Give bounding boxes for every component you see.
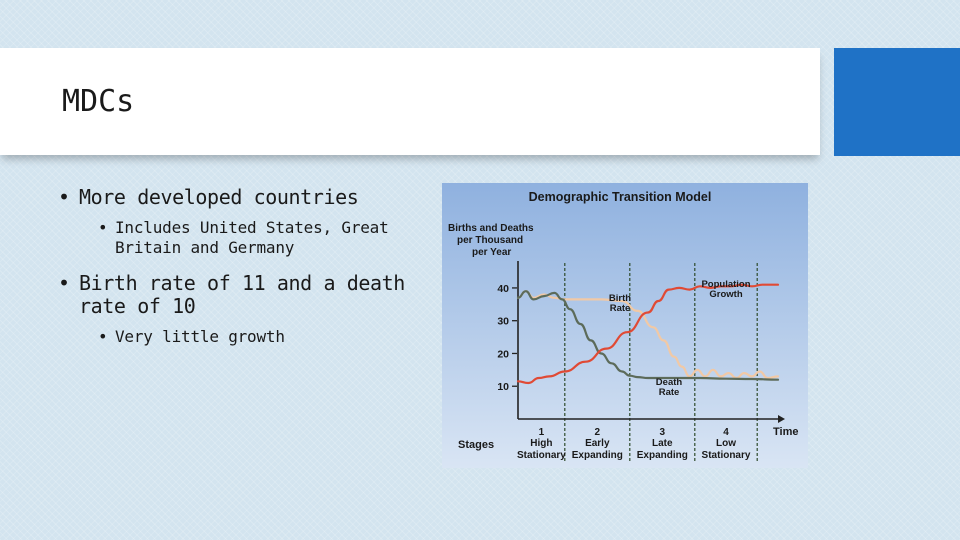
- stage-type-1: Stationary: [517, 450, 566, 461]
- ylabel-line-1: Births and Deaths: [448, 223, 534, 234]
- stage-type-3: Expanding: [637, 450, 688, 461]
- ylabel-line-3: per Year: [472, 247, 511, 258]
- title-band: MDCs: [0, 48, 820, 155]
- stage-number-3: 3: [660, 427, 666, 438]
- series-label-birth-rate: Birth Rate: [609, 293, 631, 314]
- population-growth-label-line-1: Population: [701, 279, 750, 290]
- stage-name-4: Low: [716, 438, 736, 449]
- birth-rate-label-line-1: Birth: [609, 293, 631, 304]
- bullet-2: Birth rate of 11 and a death rate of 10: [58, 272, 408, 318]
- x-axis-label: Time: [773, 426, 798, 438]
- slide-title: MDCs: [62, 84, 135, 119]
- bullet-1: More developed countries: [58, 186, 408, 210]
- chart-background: [442, 183, 808, 468]
- chart-svg: Demographic Transition Model Births and …: [442, 183, 808, 468]
- chart-title: Demographic Transition Model: [529, 190, 712, 204]
- stages-label: Stages: [458, 439, 494, 451]
- series-label-population-growth: Population Growth: [701, 279, 750, 300]
- bullet-1-sub-1: Includes United States, Great Britain an…: [58, 218, 408, 258]
- y-tick-label-10: 10: [497, 381, 509, 393]
- stage-type-4: Stationary: [702, 450, 751, 461]
- stage-name-1: High: [530, 438, 552, 449]
- demographic-chart: Demographic Transition Model Births and …: [442, 183, 808, 468]
- ylabel-line-2: per Thousand: [457, 235, 523, 246]
- series-label-death-rate: Death Rate: [656, 377, 683, 398]
- bullet-2-sub-1: Very little growth: [58, 327, 408, 347]
- bullet-list: More developed countries Includes United…: [58, 186, 408, 348]
- y-tick-label-30: 30: [497, 316, 509, 328]
- series-line-population-growth: [516, 283, 780, 385]
- accent-block: [834, 48, 960, 156]
- death-rate-label-line-1: Death: [656, 377, 683, 388]
- stage-number-2: 2: [595, 427, 601, 438]
- y-tick-label-20: 20: [497, 348, 509, 360]
- stage-number-4: 4: [723, 427, 729, 438]
- birth-rate-label-line-2: Rate: [610, 303, 631, 314]
- stage-name-3: Late: [652, 438, 673, 449]
- y-tick-label-40: 40: [497, 283, 509, 295]
- death-rate-label-line-2: Rate: [659, 387, 680, 398]
- stage-type-2: Expanding: [572, 450, 623, 461]
- population-growth-label-line-2: Growth: [709, 289, 742, 300]
- series-line-death-rate: [516, 290, 780, 381]
- x-axis-arrow: [778, 415, 785, 423]
- series-line-birth-rate: [516, 290, 780, 380]
- stage-number-1: 1: [539, 427, 545, 438]
- stage-name-2: Early: [585, 438, 610, 449]
